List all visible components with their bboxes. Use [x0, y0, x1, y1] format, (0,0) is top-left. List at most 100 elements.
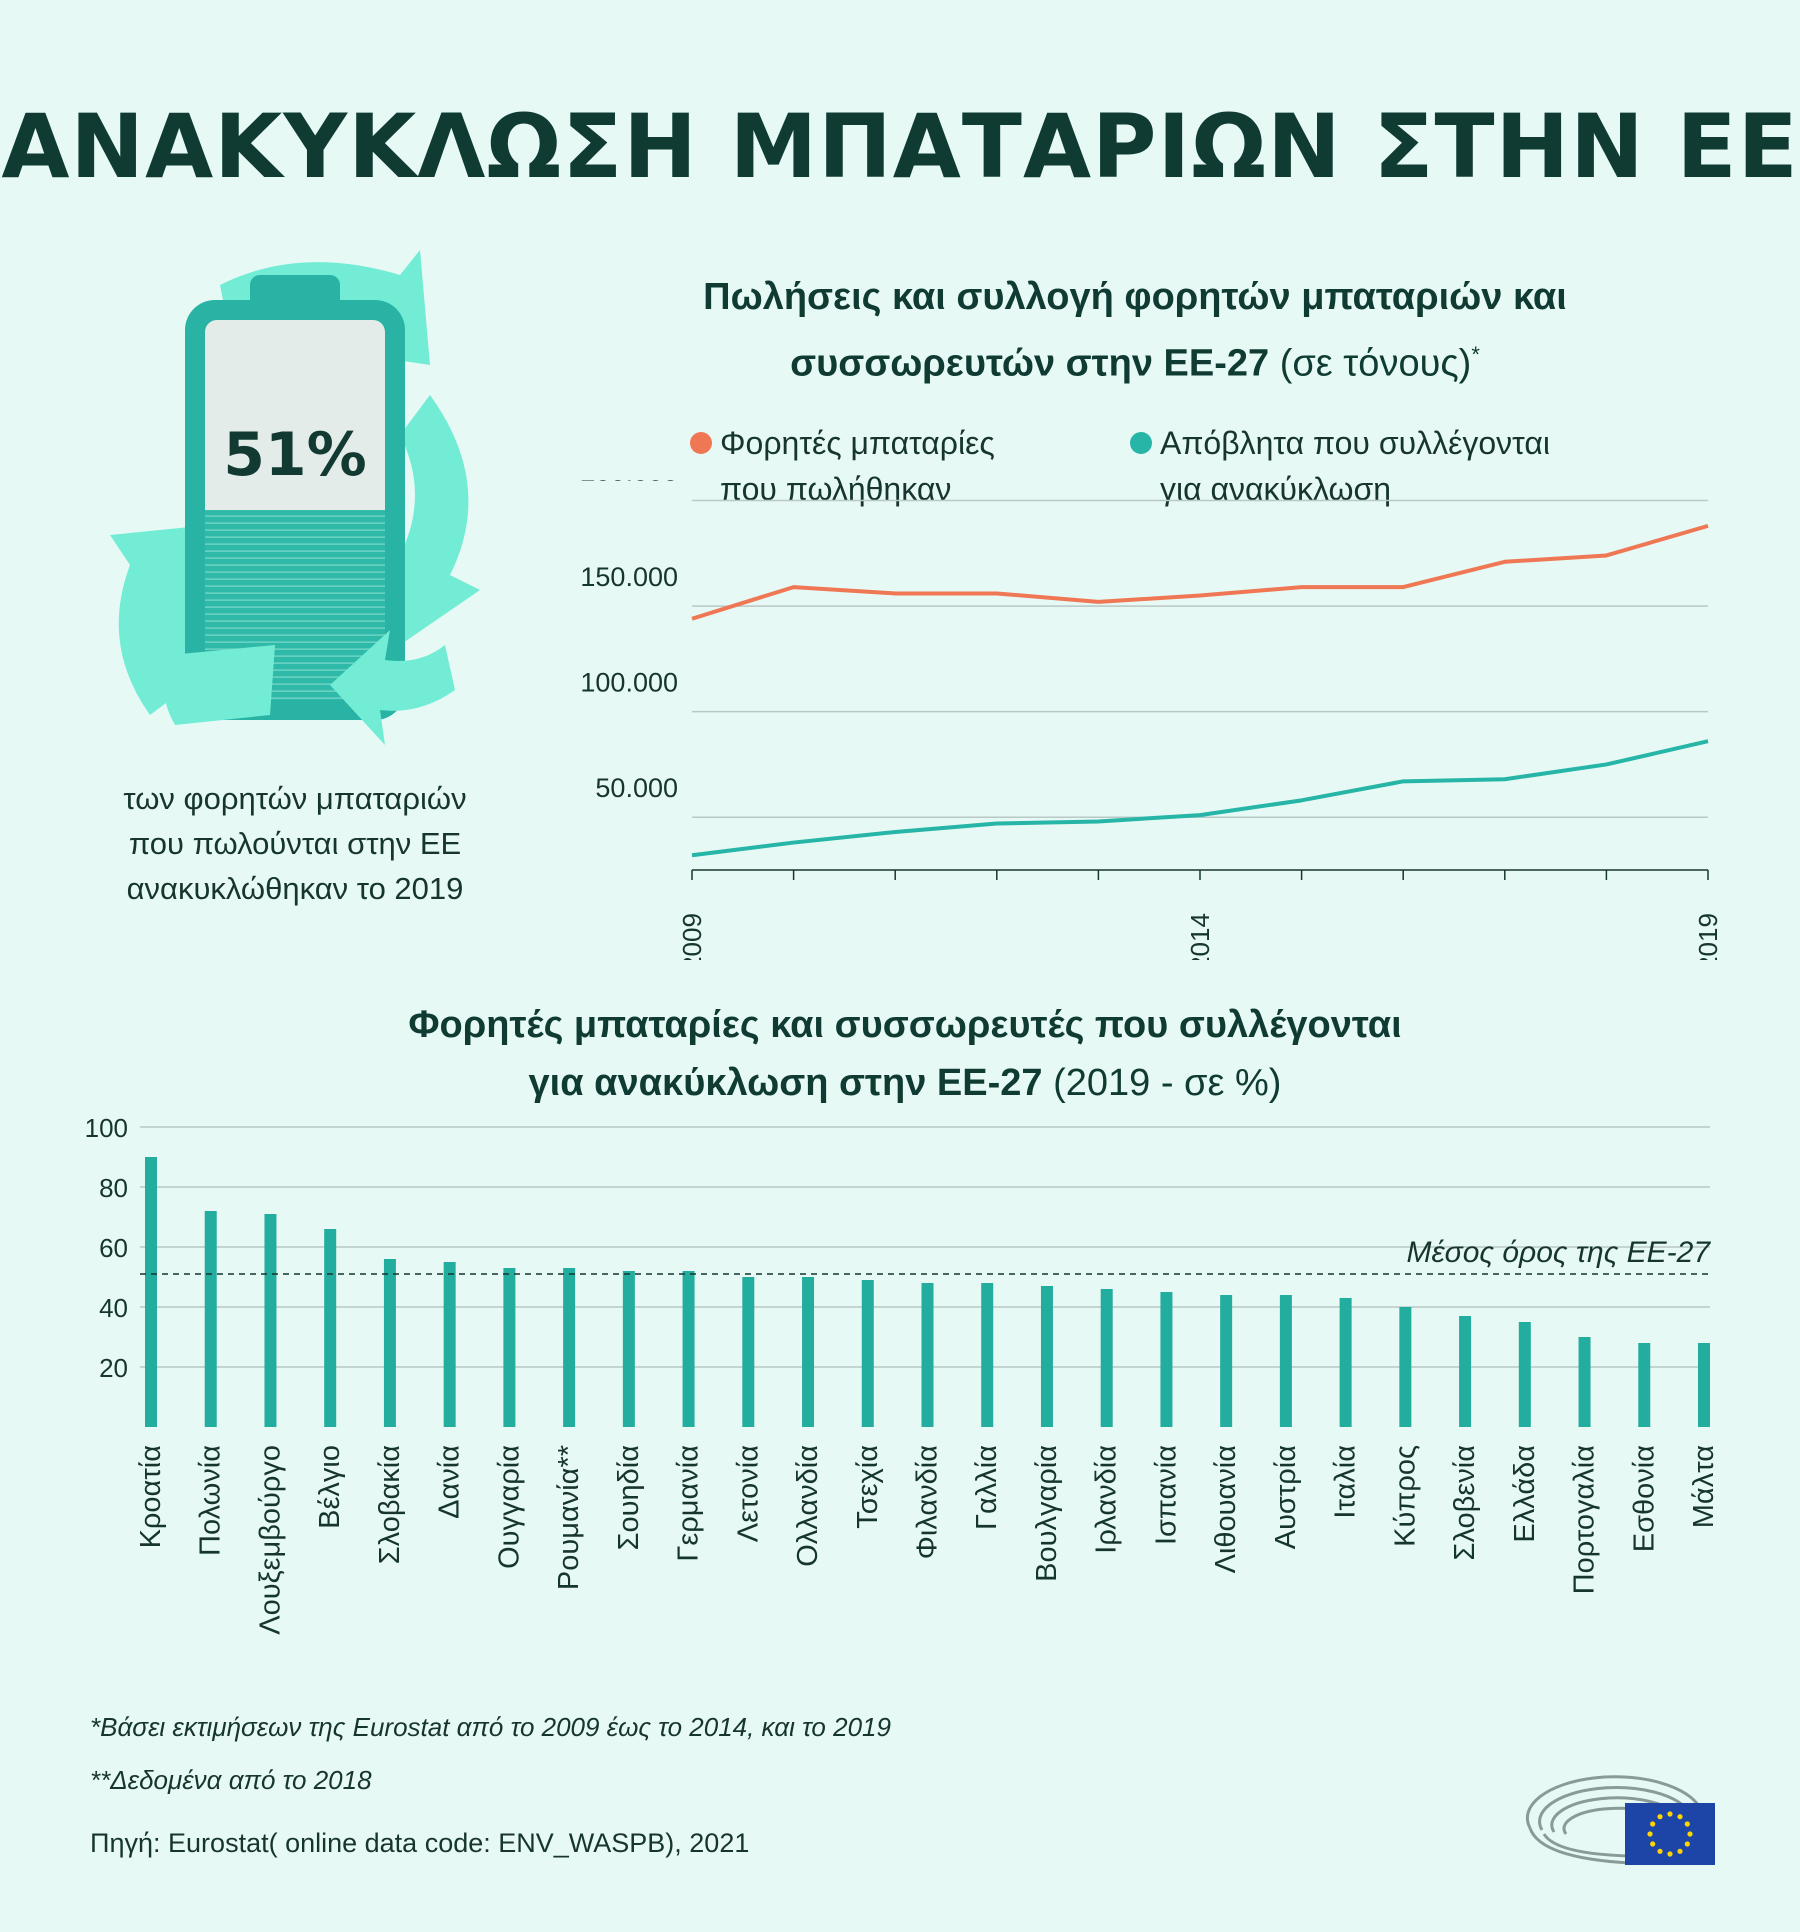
bar [1041, 1286, 1053, 1427]
eu-star [1667, 1811, 1672, 1816]
y-tick-label: 150.000 [580, 562, 678, 592]
y-tick-label: 60 [99, 1233, 128, 1263]
bar [503, 1268, 515, 1427]
category-label: Ελλάδα [1509, 1445, 1541, 1543]
battery-percent: 51% [223, 420, 367, 490]
bar [384, 1259, 396, 1427]
page-title: ΑΝΑΚΥΚΛΩΣΗ ΜΠΑΤΑΡΙΩΝ ΣΤΗΝ ΕΕ [0, 95, 1800, 198]
bar [683, 1271, 695, 1427]
bar-chart-title: Φορητές μπαταρίες και συσσωρευτές που συ… [230, 996, 1580, 1112]
legend-label: Απόβλητα που συλλέγονται [1160, 420, 1640, 466]
bar [1160, 1292, 1172, 1427]
y-tick-label: 50.000 [595, 773, 678, 803]
bar-title-line2: για ανακύκλωση στην ΕΕ-27 [529, 1062, 1043, 1104]
eu-star [1687, 1831, 1692, 1836]
bar [1399, 1307, 1411, 1427]
series-line [692, 741, 1708, 855]
recycle-arrow-bottom-left-icon [164, 645, 275, 725]
category-label: Γαλλία [971, 1445, 1003, 1530]
footnote-estimates: *Βάσει εκτιμήσεων της Eurostat από το 20… [90, 1712, 891, 1743]
y-tick-label: 200.000 [580, 480, 678, 487]
bar [145, 1157, 157, 1427]
category-label: Λουξεμβούργο [254, 1445, 286, 1635]
x-tick-label: 2014 [1185, 913, 1215, 960]
bar [264, 1214, 276, 1427]
legend-dot-orange [690, 432, 712, 454]
bar [1519, 1322, 1531, 1427]
eu-star [1647, 1831, 1652, 1836]
x-tick-label: 2019 [1693, 913, 1723, 960]
category-label: Λετονία [732, 1445, 764, 1542]
bar [1280, 1295, 1292, 1427]
eu-star [1685, 1841, 1690, 1846]
category-label: Ιρλανδία [1091, 1445, 1123, 1554]
bar [1220, 1295, 1232, 1427]
category-label: Λιθουανία [1210, 1445, 1242, 1573]
bar-title-line1: Φορητές μπαταρίες και συσσωρευτές που συ… [408, 1004, 1401, 1046]
category-label: Βουλγαρία [1031, 1445, 1063, 1582]
line-title-line2: συσσωρευτών στην ΕΕ-27 [790, 343, 1269, 385]
eu-star [1677, 1849, 1682, 1854]
eu-star [1657, 1849, 1662, 1854]
category-label: Τσεχία [852, 1445, 884, 1529]
line-title-sup: * [1471, 342, 1480, 367]
line-title-unit: (σε τόνους) [1280, 343, 1472, 385]
bar [981, 1283, 993, 1427]
european-parliament-logo-icon [1520, 1768, 1720, 1868]
category-label: Βέλγιο [314, 1445, 346, 1529]
eu-star [1685, 1821, 1690, 1826]
bar [324, 1229, 336, 1427]
category-label: Σλοβενία [1449, 1445, 1481, 1560]
category-label: Κύπρος [1389, 1445, 1421, 1547]
bar [802, 1277, 814, 1427]
category-label: Σουηδία [613, 1445, 645, 1550]
category-label: Ρουμανία** [553, 1445, 585, 1590]
line-title-line1: Πωλήσεις και συλλογή φορητών μπαταριών κ… [703, 276, 1567, 318]
x-tick-label: 2009 [677, 913, 707, 960]
eu-star [1657, 1814, 1662, 1819]
bar [742, 1277, 754, 1427]
bar-title-unit: (2019 - σε %) [1053, 1062, 1281, 1104]
caption-line: που πωλούνται στην ΕΕ [60, 821, 530, 866]
caption-line: των φορητών μπαταριών [60, 776, 530, 821]
bar [1340, 1298, 1352, 1427]
series-line [692, 526, 1708, 619]
category-label: Δανία [434, 1445, 466, 1519]
legend-dot-teal [1130, 432, 1152, 454]
bar [1698, 1343, 1710, 1427]
bar [444, 1262, 456, 1427]
eu-star [1650, 1841, 1655, 1846]
category-label: Ολλανδία [792, 1445, 824, 1567]
bar-chart: 10080604020Κροατία Πολωνία Λουξεμβούργο Βέλ… [60, 1100, 1740, 1700]
caption-line: ανακυκλώθηκαν το 2019 [60, 866, 530, 911]
bar [1579, 1337, 1591, 1427]
bar [1459, 1316, 1471, 1427]
category-label: Ουγγαρία [493, 1445, 525, 1569]
line-chart: 200.000 150.000 100.000 50.000 2009 2014 2019 [540, 480, 1740, 960]
line-chart-title: Πωλήσεις και συλλογή φορητών μπαταριών κ… [560, 268, 1710, 393]
bar [205, 1211, 217, 1427]
category-label: Ιταλία [1330, 1445, 1362, 1519]
category-label: Γερμανία [673, 1445, 705, 1562]
category-label: Σλοβακία [374, 1445, 406, 1564]
eu-star [1650, 1821, 1655, 1826]
bar [563, 1268, 575, 1427]
battery-caption: των φορητών μπαταριών που πωλούνται στην… [60, 776, 530, 911]
category-label: Μάλτα [1688, 1445, 1720, 1528]
footnote-2018: **Δεδομένα από το 2018 [90, 1765, 372, 1796]
bar [1101, 1289, 1113, 1427]
bar [922, 1283, 934, 1427]
y-tick-label: 80 [99, 1173, 128, 1203]
eu-star [1667, 1851, 1672, 1856]
y-tick-label: 40 [99, 1293, 128, 1323]
y-tick-label: 100.000 [580, 668, 678, 698]
category-label: Εσθονία [1628, 1445, 1660, 1552]
bar [862, 1280, 874, 1427]
eu-star [1677, 1814, 1682, 1819]
y-tick-label: 20 [99, 1353, 128, 1383]
category-label: Κροατία [135, 1445, 167, 1548]
category-label: Αυστρία [1270, 1445, 1302, 1549]
bar [623, 1271, 635, 1427]
category-label: Πολωνία [195, 1445, 227, 1556]
category-label: Φιλανδία [912, 1445, 944, 1559]
